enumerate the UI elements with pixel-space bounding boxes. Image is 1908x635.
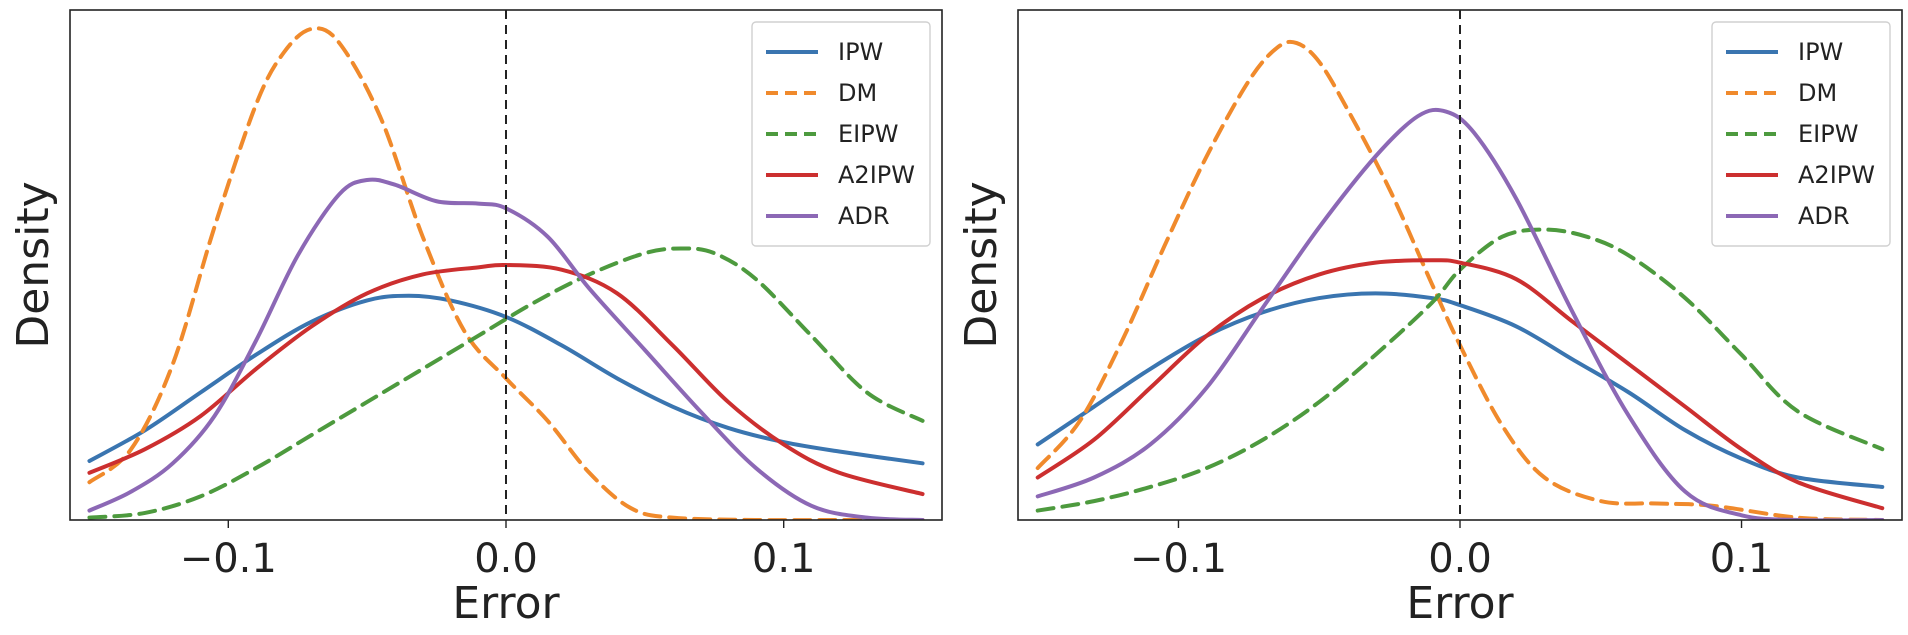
legend-label-eipw: EIPW — [838, 120, 898, 148]
x-axis-label: Error — [1406, 578, 1514, 629]
legend-label-a2ipw: A2IPW — [838, 161, 915, 189]
series-line-ipw — [87, 293, 925, 466]
y-axis-label: Density — [956, 181, 1007, 348]
x-tick-label: −0.1 — [1130, 536, 1227, 582]
series-line-eipw — [1035, 227, 1885, 513]
legend-box — [1711, 21, 1891, 247]
legend-label-ipw: IPW — [838, 38, 883, 66]
legend-label-ipw: IPW — [1798, 38, 1843, 66]
series-line-ipw — [1035, 291, 1885, 489]
x-axis-label: Error — [452, 578, 560, 629]
plot-area — [1035, 39, 1885, 520]
legend: IPW DM EIPW A2IPW ADR — [751, 21, 931, 247]
series-line-dm — [1035, 39, 1885, 520]
legend-label-eipw: EIPW — [1798, 120, 1858, 148]
legend-label-a2ipw: A2IPW — [1798, 161, 1875, 189]
x-tick-label: 0.0 — [474, 536, 538, 582]
chart-panel-1: −0.1 0.0 0.1 Error Density IPW DM EIPW A2IPW ADR — [8, 9, 943, 629]
legend-box — [751, 21, 931, 247]
series-line-a2ipw — [1035, 258, 1885, 511]
legend-label-adr: ADR — [838, 202, 890, 230]
series-line-adr — [1035, 107, 1885, 520]
legend-label-dm: DM — [1798, 79, 1837, 107]
plot-area — [87, 26, 925, 520]
legend: IPW DM EIPW A2IPW ADR — [1711, 21, 1891, 247]
series-line-dm — [87, 26, 925, 520]
x-tick-label: 0.0 — [1428, 536, 1492, 582]
x-tick-label: 0.1 — [752, 536, 816, 582]
legend-label-dm: DM — [838, 79, 877, 107]
legend-label-adr: ADR — [1798, 202, 1850, 230]
series-line-adr — [87, 177, 925, 520]
chart-panel-2: −0.1 0.0 0.1 Error Density IPW DM EIPW A2IPW ADR — [956, 9, 1903, 629]
x-tick-label: 0.1 — [1710, 536, 1774, 582]
y-axis-label: Density — [8, 181, 59, 348]
series-line-eipw — [87, 246, 925, 520]
x-tick-label: −0.1 — [180, 536, 277, 582]
